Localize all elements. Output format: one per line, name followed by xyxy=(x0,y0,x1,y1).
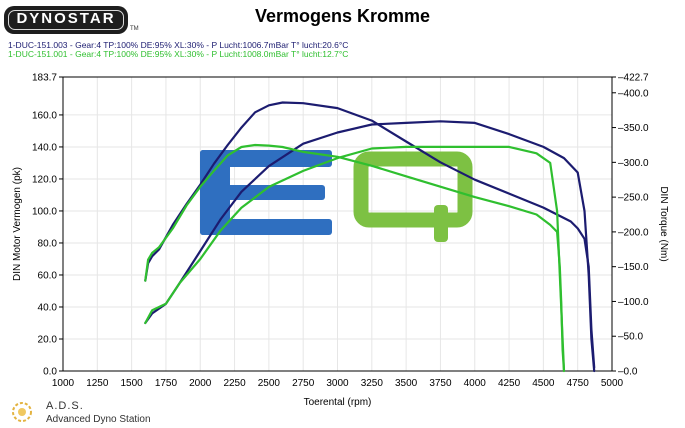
run-info-line-1: 1-DUC-151.003 - Gear:4 TP:100% DE:95% XL… xyxy=(8,40,349,50)
y-right-tick-label: –300.0 xyxy=(618,158,649,169)
plot-frame xyxy=(62,76,613,372)
series-line-1-duc-151-001-torque xyxy=(144,143,566,373)
x-tick-label: 4000 xyxy=(464,378,487,389)
logo-frame xyxy=(8,10,124,30)
x-tick-label: 2750 xyxy=(292,378,315,389)
x-tick-label: 2000 xyxy=(189,378,212,389)
ads-subtitle: Advanced Dyno Station xyxy=(46,414,151,425)
x-tick-label: 4250 xyxy=(498,378,521,389)
y-left-tick-label: 120.0 xyxy=(32,174,57,185)
x-tick-label: 5000 xyxy=(601,378,624,389)
logo-trademark: TM xyxy=(130,26,139,32)
dynostar-logo: DYNOSTAR xyxy=(4,6,128,34)
y-right-tick-label: –350.0 xyxy=(618,123,649,134)
y-right-axis-label: DIN Torque (Nm) xyxy=(658,186,669,261)
x-tick-label: 1250 xyxy=(86,378,109,389)
y-left-tick-label: 160.0 xyxy=(32,110,57,121)
watermark-e-bar xyxy=(200,150,332,167)
x-axis-label: Toerental (rpm) xyxy=(304,397,372,408)
y-right-tick-label: –200.0 xyxy=(618,227,649,238)
x-tick-label: 2250 xyxy=(223,378,246,389)
run-info-line-2: 1-DUC-151.001 - Gear:4 TP:100% DE:95% XL… xyxy=(8,49,349,59)
watermark-e-shape xyxy=(200,150,332,235)
watermark-q-ring xyxy=(353,151,473,228)
y-left-tick-label: 60.0 xyxy=(38,270,58,281)
x-tick-label: 3250 xyxy=(361,378,384,389)
series-line-1-duc-151-003-power xyxy=(144,120,596,373)
x-tick-label: 4750 xyxy=(567,378,590,389)
x-tick-label: 1750 xyxy=(155,378,178,389)
chart-title: Vermogens Kromme xyxy=(254,6,431,26)
x-tick-label: 2500 xyxy=(258,378,281,389)
y-right-tick-label: –50.0 xyxy=(618,332,643,343)
ads-logo-icon xyxy=(12,402,32,422)
x-tick-label: 4500 xyxy=(532,378,555,389)
x-tick-label: 3750 xyxy=(429,378,452,389)
x-tick-label: 3000 xyxy=(326,378,349,389)
watermark-e-bar xyxy=(200,219,332,235)
y-left-tick-label: 100.0 xyxy=(32,206,57,217)
y-left-tick-label: 80.0 xyxy=(38,238,58,249)
ads-name: A.D.S. xyxy=(46,400,84,412)
watermark-q-shape xyxy=(353,151,473,242)
y-right-tick-label: –100.0 xyxy=(618,297,649,308)
watermark-q-tail xyxy=(434,205,448,242)
logo-text: DYNOSTAR xyxy=(16,10,116,27)
y-left-tick-label: 0.0 xyxy=(43,367,57,378)
x-tick-label: 3500 xyxy=(395,378,418,389)
y-right-tick-label: –250.0 xyxy=(618,193,649,204)
y-left-axis-label: DIN Motor Vermogen (pk) xyxy=(12,167,23,281)
y-right-tick-label: –400.0 xyxy=(618,88,649,99)
series-line-1-duc-151-003-torque xyxy=(144,101,596,369)
series-line-1-duc-151-001-power xyxy=(144,145,566,373)
y-left-tick-label: 20.0 xyxy=(38,334,58,345)
y-left-tick-label: 40.0 xyxy=(38,302,58,313)
y-right-tick-label: –422.7 xyxy=(618,73,649,84)
y-left-tick-label: 183.7 xyxy=(32,73,57,84)
y-left-tick-label: 140.0 xyxy=(32,142,57,153)
y-right-tick-label: –150.0 xyxy=(618,262,649,273)
y-right-tick-label: –0.0 xyxy=(618,367,638,378)
x-tick-label: 1500 xyxy=(121,378,144,389)
x-tick-label: 1000 xyxy=(52,378,75,389)
